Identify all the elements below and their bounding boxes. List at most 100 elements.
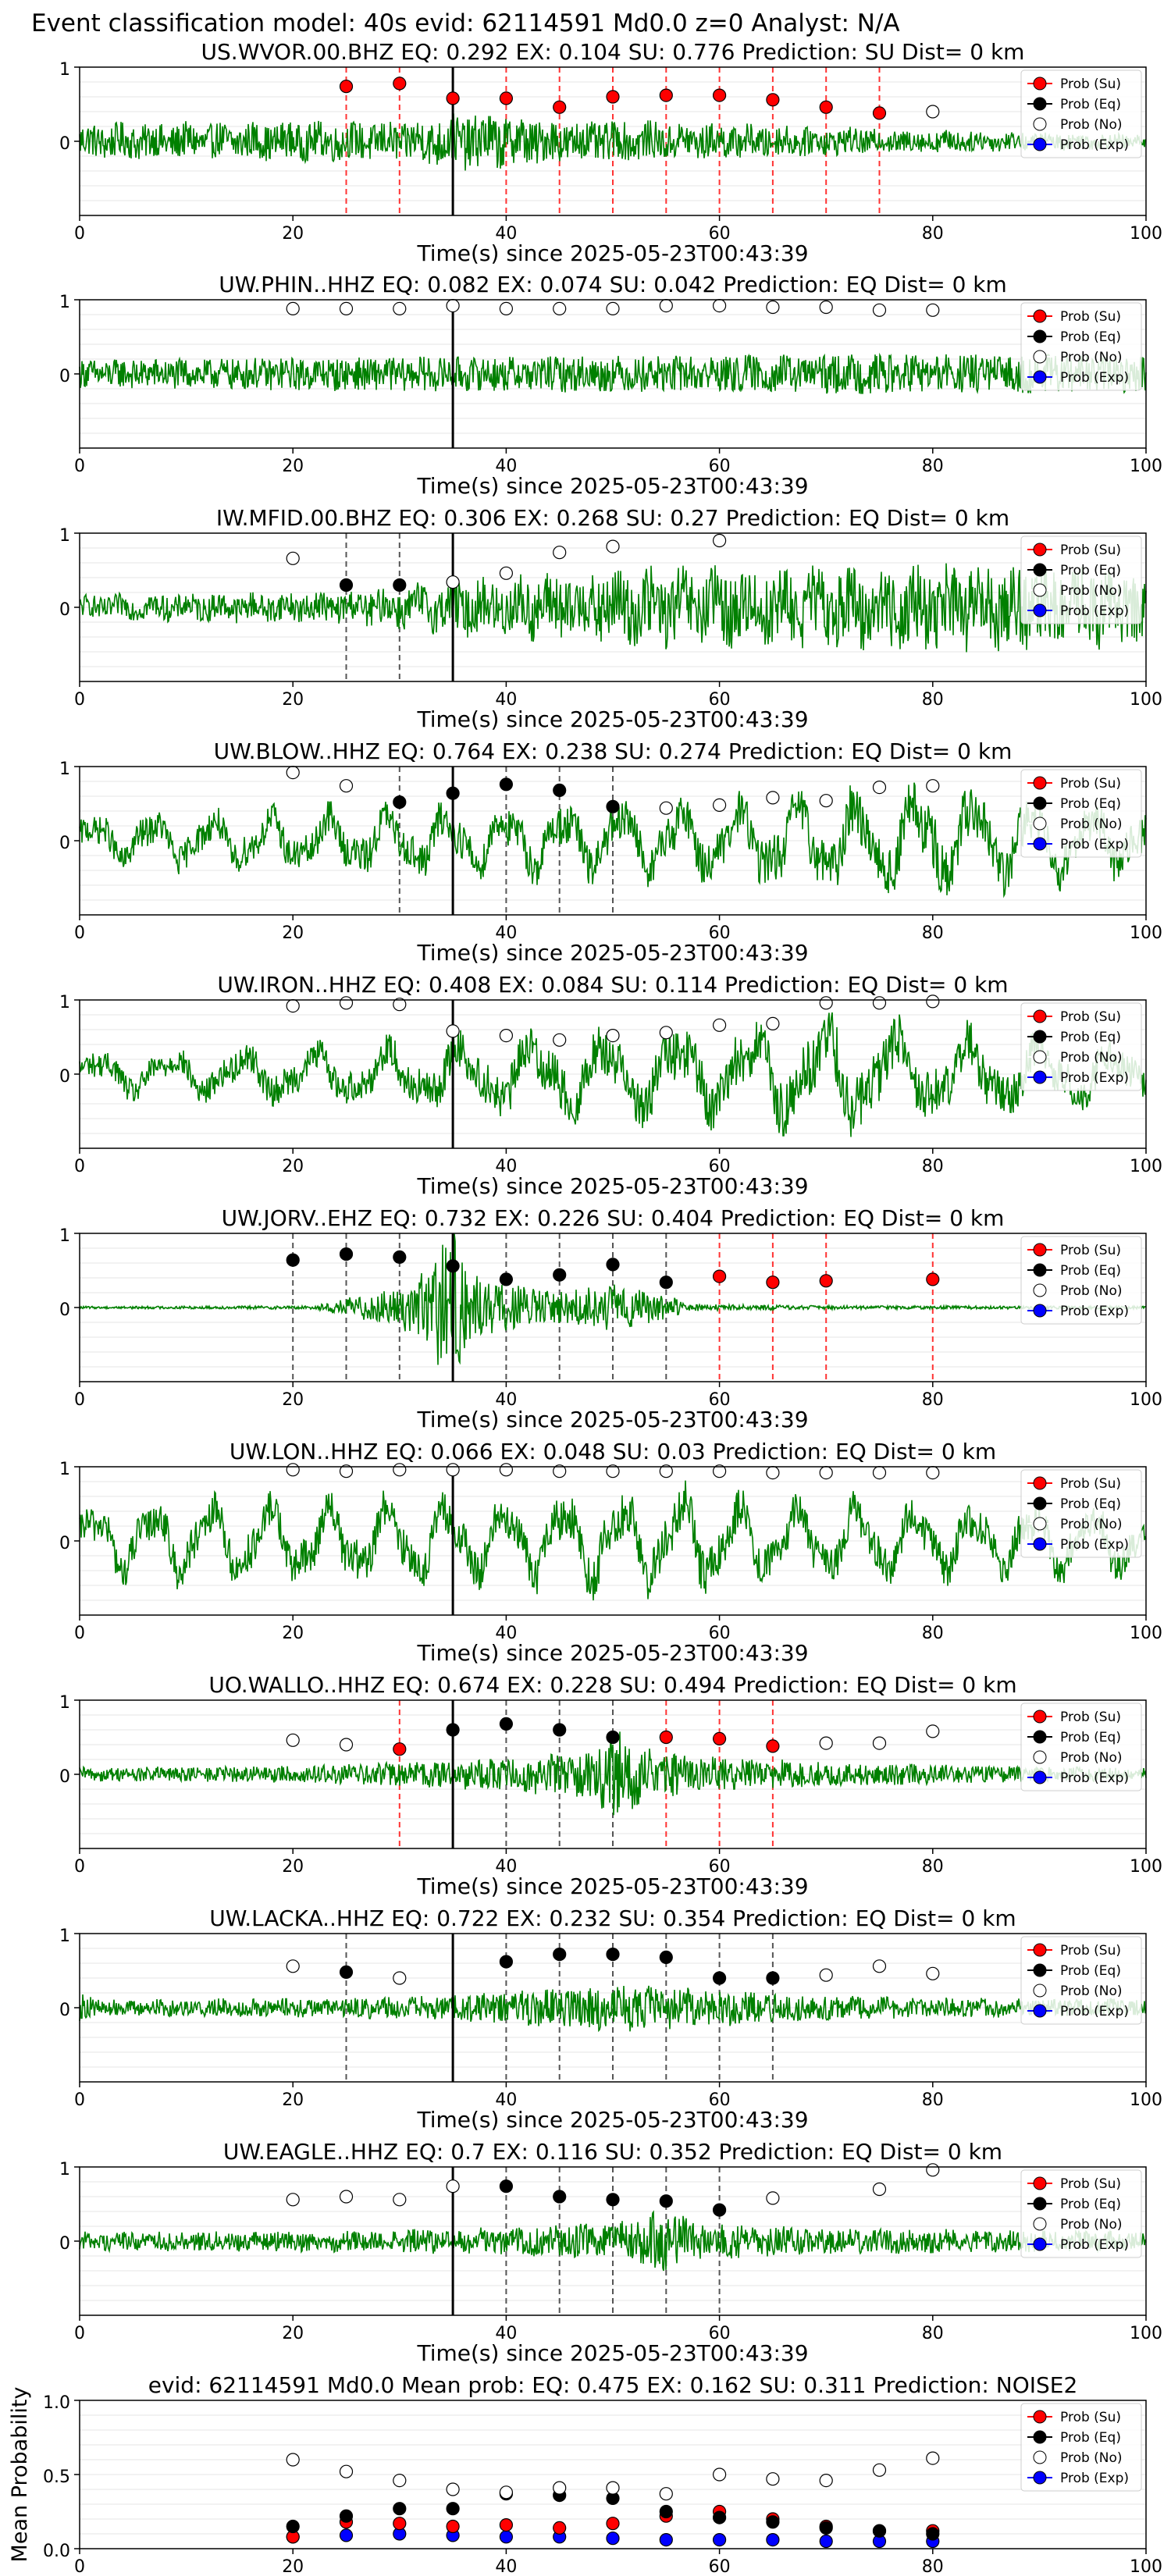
x-tick-label: 40 — [495, 224, 517, 244]
legend-marker — [1033, 1770, 1047, 1784]
legend-label: Prob (Exp) — [1060, 1070, 1129, 1086]
legend-marker — [1033, 817, 1047, 831]
mean-prob-marker — [393, 2517, 407, 2531]
y-tick-label: 0.0 — [43, 2542, 70, 2561]
x-axis-label: Time(s) since 2025-05-23T00:43:39 — [416, 2107, 808, 2133]
y-ticks: 01 — [59, 1927, 80, 2020]
y-tick-label: 1 — [59, 1693, 70, 1713]
prob-marker — [393, 1250, 407, 1265]
legend-marker — [1033, 543, 1047, 557]
legend-label: Prob (Eq) — [1060, 1263, 1121, 1279]
x-tick-label: 40 — [495, 1857, 517, 1877]
y-tick-label: 0 — [59, 834, 70, 853]
prob-marker — [872, 106, 887, 120]
prob-marker — [659, 801, 673, 815]
mean-prob-marker — [819, 2474, 833, 2488]
legend-label: Prob (No) — [1060, 817, 1123, 832]
x-tick-label: 60 — [709, 2090, 731, 2110]
x-axis-label: Time(s) since 2025-05-23T00:43:39 — [416, 240, 808, 266]
legend-marker — [1033, 563, 1047, 577]
prob-marker — [606, 539, 620, 553]
legend-box — [1020, 1936, 1142, 2025]
panel-title: UO.WALLO..HHZ EQ: 0.674 EX: 0.228 SU: 0.… — [208, 1672, 1016, 1698]
mean-prob-marker — [339, 2528, 354, 2542]
prob-marker — [926, 1966, 940, 1980]
prob-marker — [286, 998, 300, 1013]
x-tick-label: 80 — [922, 224, 944, 244]
legend: Prob (Su) Prob (Eq) Prob (No) Prob (Exp) — [1020, 535, 1142, 624]
y-tick-label: 0 — [59, 1534, 70, 1553]
legend-marker — [1033, 350, 1047, 364]
waveform-trace — [79, 563, 1147, 653]
prob-marker — [553, 1948, 567, 1962]
legend-label: Prob (No) — [1060, 1283, 1123, 1299]
legend-marker — [1033, 2410, 1047, 2424]
x-tick-label: 0 — [74, 1624, 85, 1643]
legend-label: Prob (No) — [1060, 1750, 1123, 1766]
prob-marker — [446, 786, 460, 800]
prob-marker — [712, 1971, 727, 1985]
panel-title: evid: 62114591 Md0.0 Mean prob: EQ: 0.47… — [148, 2372, 1078, 2398]
legend-box — [1020, 1469, 1142, 1558]
legend-marker — [1033, 1750, 1047, 1764]
legend-box — [1020, 302, 1142, 391]
prob-marker — [339, 301, 354, 315]
legend-label: Prob (No) — [1060, 583, 1123, 599]
prob-marker — [393, 1742, 407, 1756]
panel-title: IW.MFID.00.BHZ EQ: 0.306 EX: 0.268 SU: 0… — [216, 505, 1009, 531]
prob-marker — [553, 783, 567, 798]
x-tick-label: 40 — [495, 2557, 517, 2576]
y-tick-label: 0 — [59, 1067, 70, 1087]
prob-marker — [659, 2194, 673, 2208]
legend-marker — [1033, 329, 1047, 343]
legend-marker — [1033, 1710, 1047, 1724]
prob-marker — [926, 994, 940, 1009]
legend-box — [1020, 769, 1142, 858]
x-tick-label: 80 — [922, 1390, 944, 1410]
legend-label: Prob (Su) — [1060, 76, 1121, 92]
prob-marker — [339, 779, 354, 793]
prob-marker — [286, 1733, 300, 1747]
x-tick-label: 40 — [495, 457, 517, 476]
x-ticks: 0 20 40 60 80 100 — [74, 2315, 1162, 2343]
prob-marker — [446, 91, 460, 105]
x-tick-label: 40 — [495, 1624, 517, 1643]
waveform-trace — [79, 1480, 1147, 1601]
mean-prob-marker — [499, 2518, 514, 2532]
legend-marker — [1033, 2004, 1047, 2018]
legend-label: Prob (Eq) — [1060, 2197, 1121, 2212]
legend: Prob (Su) Prob (Eq) Prob (No) Prob (Exp) — [1020, 2169, 1142, 2258]
x-tick-label: 0 — [74, 457, 85, 476]
prob-marker — [712, 299, 727, 313]
prob-marker — [712, 1269, 727, 1283]
x-tick-label: 0 — [74, 1390, 85, 1410]
mean-prob-marker — [766, 2515, 780, 2529]
figure-title: Event classification model: 40s evid: 62… — [31, 9, 900, 37]
x-tick-label: 40 — [495, 923, 517, 943]
x-tick-label: 0 — [74, 1157, 85, 1176]
legend-marker — [1033, 1283, 1047, 1297]
x-tick-label: 0 — [74, 1857, 85, 1877]
legend-label: Prob (Eq) — [1060, 1030, 1121, 1045]
prob-marker — [499, 566, 514, 580]
x-tick-label: 60 — [709, 1624, 731, 1643]
y-tick-label: 0 — [59, 1767, 70, 1787]
mean-prob-marker — [553, 2521, 567, 2535]
x-tick-label: 80 — [922, 1157, 944, 1176]
x-tick-label: 40 — [495, 1157, 517, 1176]
x-tick-label: 20 — [282, 923, 304, 943]
legend-label: Prob (No) — [1060, 117, 1123, 133]
legend: Prob (Su) Prob (Eq) Prob (No) Prob (Exp) — [1020, 1936, 1142, 2025]
prob-marker — [553, 100, 567, 114]
panel-title: UW.EAGLE..HHZ EQ: 0.7 EX: 0.116 SU: 0.35… — [223, 2139, 1002, 2165]
prob-marker — [446, 1723, 460, 1737]
prob-marker — [766, 2191, 780, 2205]
legend-marker — [1033, 137, 1047, 151]
prob-marker — [393, 301, 407, 315]
mean-prob-marker — [286, 2519, 300, 2534]
mean-prob-marker — [712, 2533, 727, 2547]
x-tick-label: 100 — [1130, 457, 1162, 476]
x-tick-label: 100 — [1130, 923, 1162, 943]
x-axis-label: Time(s) since 2025-05-23T00:43:39 — [416, 1873, 808, 1899]
